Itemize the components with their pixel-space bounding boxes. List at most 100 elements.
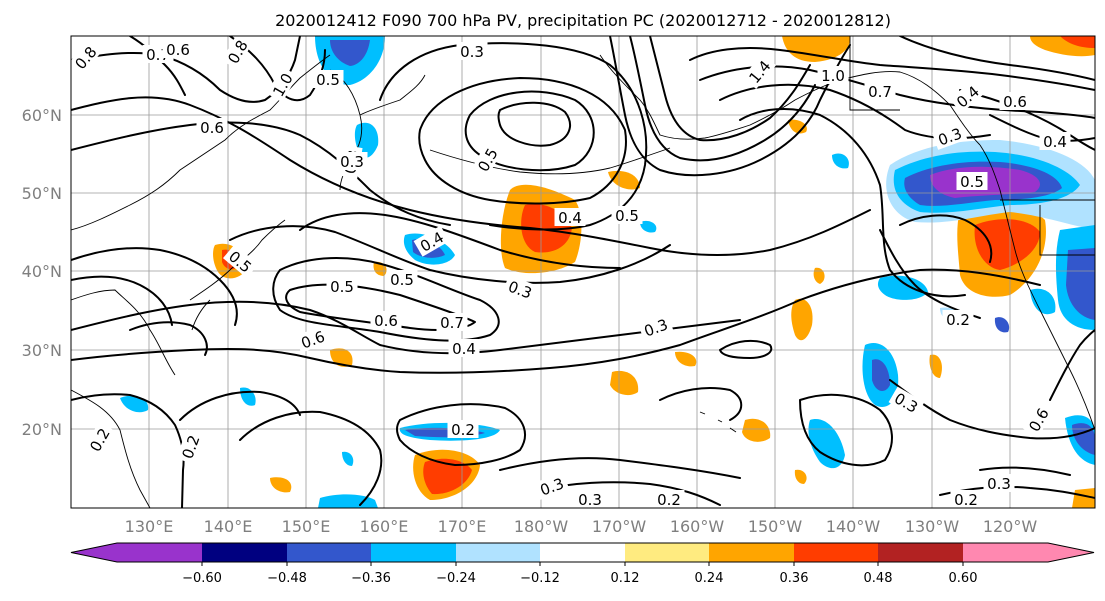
contour-label-bg xyxy=(932,122,968,150)
contour-label: 0.2 xyxy=(950,490,982,509)
contour-label-text: 0.6 xyxy=(374,312,398,330)
pv-contour xyxy=(418,77,627,205)
colorbar-outline xyxy=(70,542,1095,563)
pv-contour xyxy=(689,47,1095,91)
longitude-label: 150°E xyxy=(282,517,331,536)
contour-label: 0.7 xyxy=(864,82,896,101)
precip-positive-area xyxy=(1072,488,1095,508)
contour-label-bg xyxy=(638,313,674,341)
contour-label: 0.5 xyxy=(956,172,988,191)
latitude-label: 30°N xyxy=(22,341,62,360)
precip-positive-area xyxy=(791,298,813,341)
pv-contour xyxy=(71,121,451,226)
contour-label: 0.3 xyxy=(336,152,368,171)
latitude-labels: 20°N 30°N 40°N 50°N 60°N xyxy=(22,106,62,439)
coastline-aleutians xyxy=(429,147,671,175)
contour-label-text: 0.6 xyxy=(166,41,190,59)
pv-contour xyxy=(739,107,966,298)
contour-label-bg xyxy=(502,275,538,303)
contour-label-text: 0.3 xyxy=(987,475,1011,493)
contour-label-bg xyxy=(611,206,643,224)
contour-label-bg xyxy=(295,325,331,353)
pv-contour xyxy=(71,247,238,326)
precip-positive-area xyxy=(270,477,292,493)
contour-label-bg xyxy=(1022,401,1054,438)
contour-label-bg xyxy=(534,472,570,500)
pv-contour xyxy=(979,466,1071,476)
colorbar-segment xyxy=(371,543,456,562)
pv-contour xyxy=(629,36,816,162)
pv-contour xyxy=(1049,329,1095,401)
contour-label-text: 0.5 xyxy=(390,271,414,289)
contour-label-text: 0.2 xyxy=(954,491,978,509)
precip-positive-area xyxy=(1060,36,1095,48)
contour-label-bg xyxy=(742,53,777,90)
precip-negative-area xyxy=(832,153,849,169)
contour-label-bg xyxy=(653,490,685,508)
contour-label-bg xyxy=(942,310,974,328)
colorbar-tick-label: 0.24 xyxy=(695,571,724,586)
longitude-labels: 130°E 140°E 150°E 160°E 170°E 180°W 170°W 160°W… xyxy=(125,517,1038,536)
pv-contour xyxy=(899,36,1095,81)
contour-label: 0.5 xyxy=(312,70,344,89)
contour-label-bg xyxy=(448,339,480,357)
pv-contour xyxy=(129,321,208,356)
precip-negative-area xyxy=(1030,288,1056,315)
pv-contour xyxy=(299,212,621,269)
latitude-label: 60°N xyxy=(22,106,62,125)
latitude-label: 50°N xyxy=(22,184,62,203)
colorbar: −0.60 −0.48 −0.36 −0.24 −0.12 0.12 0.24 0.36 0.4… xyxy=(70,542,1095,586)
precip-positive-area xyxy=(675,351,697,367)
contour-label-bg xyxy=(176,429,204,465)
contour-label-bg xyxy=(1039,132,1071,150)
coastline-hawaii xyxy=(699,411,737,433)
colorbar-tick-label: 0.36 xyxy=(780,571,809,586)
pv-contour xyxy=(129,36,186,96)
contour-label-bg xyxy=(336,152,368,170)
colorbar-tick-label: 0.48 xyxy=(864,571,893,586)
contour-label: 0.6 xyxy=(370,311,402,330)
pv-contour xyxy=(239,410,383,506)
contour-label: 0.5 xyxy=(611,206,643,225)
colorbar-tick-label: −0.36 xyxy=(351,571,391,586)
contour-label: 0.7 xyxy=(436,313,468,332)
contour-label-text: 0.2 xyxy=(946,311,970,329)
contour-label-text: 0.4 xyxy=(1043,133,1067,151)
contour-label-text: 0.7 xyxy=(440,314,464,332)
contour-label-text: 0.3 xyxy=(460,43,484,61)
contour-label: 0.4 xyxy=(448,339,480,358)
latitude-label: 40°N xyxy=(22,262,62,281)
contour-label-text: 0.5 xyxy=(615,207,639,225)
pv-contour xyxy=(499,457,741,479)
contour-label-bg xyxy=(266,66,298,103)
precip-negative-area xyxy=(318,494,378,508)
colorbar-segment xyxy=(456,543,541,562)
colorbar-segment xyxy=(709,543,794,562)
longitude-label: 140°W xyxy=(826,517,881,536)
colorbar-segment xyxy=(625,543,710,562)
contour-label-bg xyxy=(326,277,358,295)
contour-label-bg xyxy=(436,313,468,331)
precip-positive-area xyxy=(813,267,825,284)
pv-contour xyxy=(272,257,500,342)
pv-contour xyxy=(71,300,741,355)
longitude-label: 130°E xyxy=(125,517,174,536)
contour-label: 0.2 xyxy=(653,490,685,508)
precip-positive-area xyxy=(794,469,807,484)
contour-label-text: 0.4 xyxy=(558,209,582,227)
contour-label: 0.2 xyxy=(447,420,479,439)
contour-label-bg xyxy=(71,39,103,76)
pv-contour xyxy=(609,36,851,177)
pv-contour xyxy=(71,275,173,326)
precip-negative-area xyxy=(877,275,928,300)
contour-label: 0.4 xyxy=(554,208,586,227)
precip-negative-area xyxy=(330,40,370,66)
contour-label-bg xyxy=(554,208,586,226)
pv-contour xyxy=(71,96,871,257)
precip-negative-area xyxy=(342,451,354,466)
pv-contour xyxy=(379,42,648,231)
contour-label-bg xyxy=(999,92,1031,110)
pv-contour xyxy=(899,214,993,263)
contour-label-bg xyxy=(888,386,925,418)
contour-label-text: 0.5 xyxy=(330,278,354,296)
